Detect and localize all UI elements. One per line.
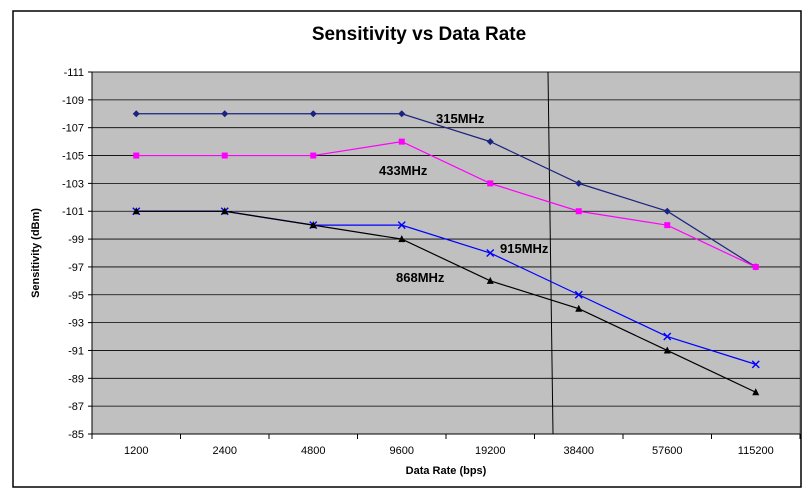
data-point-868mhz: [309, 221, 317, 229]
data-point-315mhz: [132, 110, 140, 118]
x-tick-label: 4800: [301, 445, 325, 457]
data-point-915mhz: [574, 290, 583, 299]
data-point-315mhz: [398, 110, 406, 118]
data-point-433mhz: [575, 208, 582, 215]
x-tick-label: 38400: [563, 445, 594, 457]
series-line-868mhz: [136, 210, 757, 393]
data-point-868mhz: [663, 346, 671, 354]
y-axis: -111 -109 -107 -105 -103 -101 -99 -97 -95 -93 -91 -…: [62, 67, 93, 441]
x-axis-title: Data Rate (bps): [406, 465, 487, 477]
vertical-divider-line: [547, 71, 554, 435]
data-point-915mhz: [397, 221, 406, 230]
data-point-315mhz: [309, 110, 317, 118]
data-point-915mhz: [486, 249, 495, 257]
data-point-868mhz: [221, 207, 229, 215]
y-tick-label: -97: [68, 262, 84, 274]
data-point-868mhz: [752, 388, 760, 396]
data-point-315mhz: [486, 138, 494, 146]
y-tick-label: -109: [62, 95, 84, 107]
y-tick-label: -107: [62, 123, 84, 135]
data-point-433mhz: [664, 222, 671, 229]
series-label-868mhz: 868MHz: [396, 270, 445, 285]
data-point-433mhz: [133, 152, 140, 159]
y-tick-label: -99: [68, 234, 84, 246]
y-tick-label: -89: [68, 373, 84, 385]
x-tick-label: 57600: [652, 445, 683, 457]
x-tick-label: 115200: [738, 445, 774, 457]
data-point-433mhz: [487, 180, 494, 187]
y-tick-label: -91: [68, 345, 84, 357]
data-point-433mhz: [221, 152, 228, 159]
y-tick-label: -95: [68, 290, 84, 302]
series-line-433mhz: [136, 140, 757, 268]
series-label-915mhz: 915MHz: [500, 241, 549, 256]
data-point-868mhz: [575, 304, 583, 312]
x-tick-label: 19200: [475, 445, 506, 457]
data-point-868mhz: [398, 235, 406, 243]
data-point-868mhz: [132, 207, 140, 215]
x-tick-label: 2400: [213, 445, 237, 457]
data-point-433mhz: [398, 138, 405, 145]
y-axis-title: Sensitivity (dBm): [30, 208, 42, 298]
y-tick-label: -85: [68, 429, 84, 441]
y-tick-label: -101: [62, 206, 84, 218]
series-label-433mhz: 433MHz: [379, 163, 428, 178]
y-tick-label: -87: [68, 401, 84, 413]
series-layer: [132, 110, 760, 396]
data-point-315mhz: [221, 110, 229, 118]
data-point-315mhz: [575, 179, 583, 187]
x-tick-label: 9600: [390, 445, 414, 457]
data-point-433mhz: [752, 263, 759, 270]
data-point-868mhz: [486, 276, 494, 284]
series-line-315mhz: [136, 113, 757, 268]
x-tick-label: 1200: [124, 445, 148, 457]
series-label-315mhz: 315MHz: [436, 111, 485, 126]
data-point-315mhz: [663, 207, 671, 215]
y-tick-label: -103: [62, 178, 84, 190]
data-point-915mhz: [663, 332, 672, 341]
x-axis: 1200 2400 4800 9600 19200 38400 57600 115200: [91, 433, 801, 457]
data-point-915mhz: [751, 360, 760, 369]
y-tick-label: -93: [68, 318, 84, 330]
y-tick-label: -105: [62, 151, 84, 163]
plot-area: [91, 71, 801, 435]
chart-title: Sensitivity vs Data Rate: [312, 24, 526, 45]
y-tick-label: -111: [64, 67, 84, 79]
data-point-433mhz: [310, 152, 317, 159]
